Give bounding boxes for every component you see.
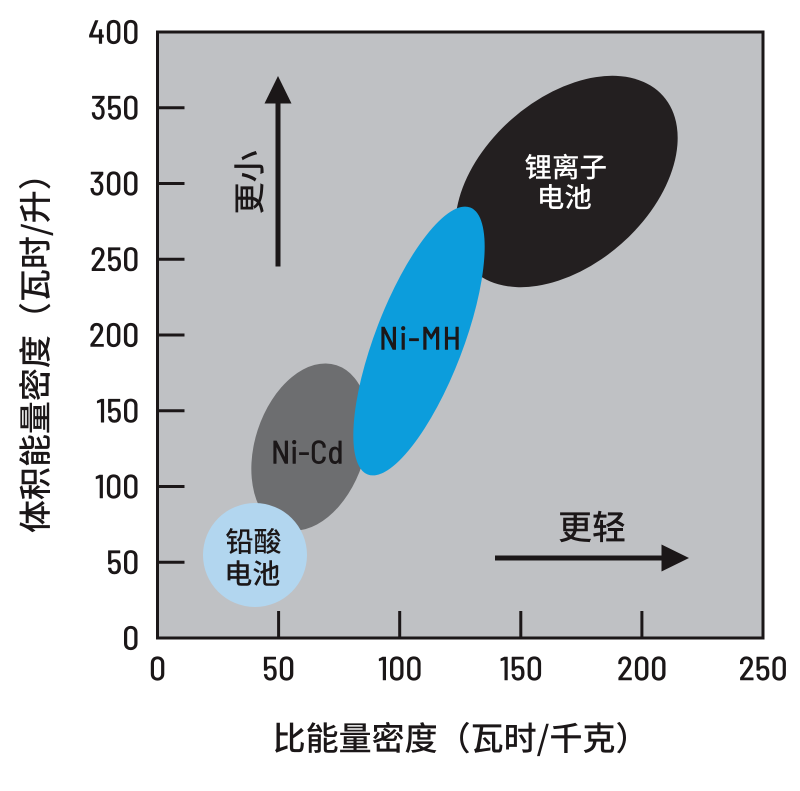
- x-tick-text-100: 100: [372, 647, 428, 685]
- y-tick-label-250: [91, 247, 138, 272]
- bubble-ni-mh: [353, 206, 485, 476]
- y-tick-label-200: [90, 322, 138, 348]
- x-tick-label-150: [500, 656, 542, 681]
- axis-ticks: [157, 106, 644, 638]
- lighter-label: [559, 510, 625, 543]
- lighter-arrow: [495, 544, 689, 572]
- smaller-label: [234, 151, 264, 214]
- lighter-arrow-head: [661, 544, 689, 572]
- label-ni-cd: [273, 440, 342, 464]
- bubble-lead-acid: [203, 503, 307, 607]
- x-axis-title: [275, 721, 626, 757]
- y-tick-text-50: 50: [100, 540, 137, 578]
- y-tick-text-0: 0: [119, 616, 138, 654]
- y-tick-label-350: [91, 95, 138, 120]
- label-ni-mh-text: Ni-MH: [372, 318, 467, 355]
- y-axis-title-text: 体积能量密度（瓦时/升）: [6, 170, 43, 542]
- smaller-arrow-head: [264, 76, 292, 104]
- y-tick-label-0: [124, 625, 138, 651]
- x-tick-label-0: [150, 656, 165, 681]
- smaller-label-text: 更小: [220, 150, 256, 214]
- label-lead-acid-line2: [227, 560, 280, 586]
- y-tick-text-200: 200: [81, 313, 137, 351]
- label-lead-acid-line1: [226, 528, 281, 554]
- label-li-ion-line2: [540, 184, 591, 210]
- y-axis-title: [18, 179, 54, 533]
- x-tick-label-200: [618, 656, 666, 681]
- y-tick-label-100: [95, 474, 138, 499]
- x-tick-text-150: 150: [493, 647, 549, 685]
- x-tick-text-50: 50: [260, 647, 297, 685]
- y-tick-label-400: [89, 19, 138, 45]
- label-li-ion-line2-text: 电池: [538, 180, 593, 211]
- y-tick-text-350: 350: [81, 86, 137, 124]
- x-axis-title-text: 比能量密度（瓦时/千克）: [264, 720, 636, 757]
- y-tick-label-300: [90, 171, 138, 196]
- x-tick-label-250: [740, 656, 786, 681]
- x-tick-label-100: [378, 656, 421, 681]
- y-tick-label-50: [108, 550, 138, 575]
- x-tick-label-50: [263, 656, 294, 681]
- label-lead-acid-line1-text: 铅酸: [225, 525, 282, 556]
- y-tick-text-250: 250: [81, 237, 137, 275]
- y-tick-text-400: 400: [81, 10, 137, 48]
- bubble-li-ion: [455, 75, 678, 288]
- bubble-ni-cd: [251, 363, 369, 531]
- y-tick-label-150: [96, 398, 138, 423]
- y-tick-text-150: 150: [81, 389, 137, 427]
- label-ni-cd-text: Ni-Cd: [264, 432, 352, 469]
- label-li-ion-line1-text: 锂离子: [524, 150, 607, 181]
- label-lead-acid-line2-text: 电池: [225, 557, 281, 588]
- y-tick-text-300: 300: [81, 162, 137, 200]
- smaller-arrow: [264, 76, 292, 267]
- y-tick-text-100: 100: [81, 465, 137, 503]
- x-tick-text-0: 0: [148, 647, 167, 685]
- label-li-ion-line1: [525, 153, 606, 180]
- x-tick-text-200: 200: [614, 647, 670, 685]
- lighter-label-text: 更轻: [558, 507, 626, 545]
- x-tick-text-250: 250: [735, 647, 791, 685]
